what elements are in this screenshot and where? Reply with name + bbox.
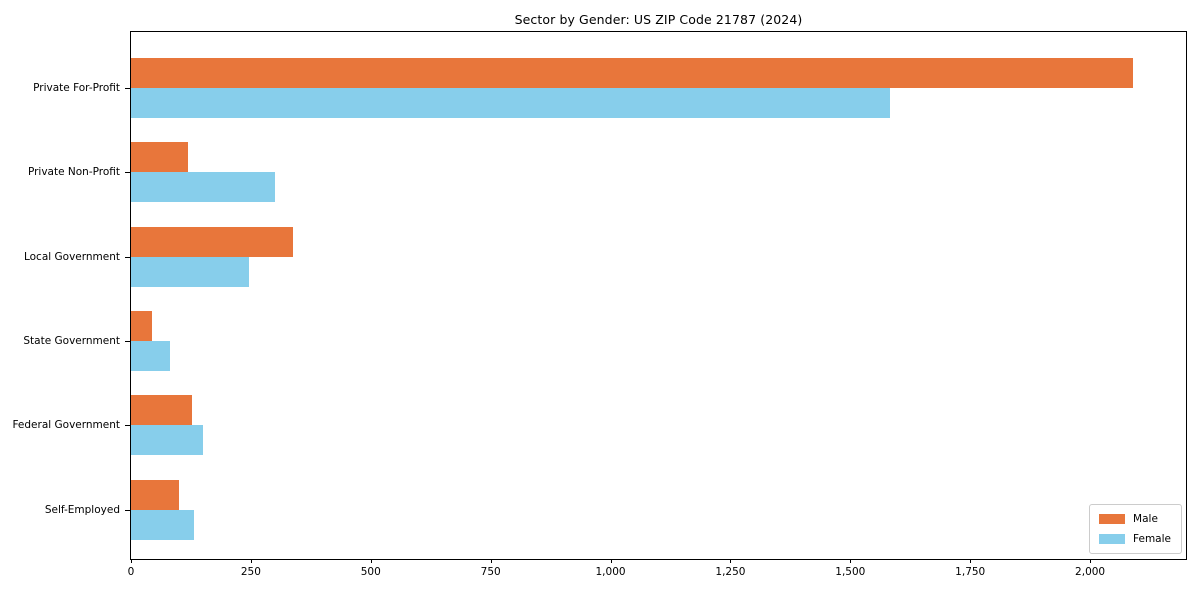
bar-male (131, 310, 152, 341)
x-tick (250, 559, 252, 563)
bar-female (131, 88, 891, 118)
bar-male (131, 479, 180, 510)
y-tick (125, 509, 130, 511)
legend-item-male: Male (1099, 513, 1171, 525)
bar-female (131, 425, 204, 456)
bar-female (131, 509, 194, 540)
y-axis-label: Self-Employed (44, 503, 120, 516)
bar-male (131, 142, 189, 173)
y-axis-label: Private Non-Profit (27, 166, 120, 179)
bar-male (131, 395, 192, 426)
bar-male (131, 58, 1134, 88)
y-tick (125, 340, 130, 342)
legend-label-female: Female (1133, 533, 1171, 545)
x-tick (490, 559, 492, 563)
x-tick-label: 0 (127, 566, 135, 578)
y-axis-label: Local Government (23, 250, 120, 263)
legend: Male Female (1089, 504, 1182, 554)
legend-item-female: Female (1099, 533, 1171, 545)
chart-title: Sector by Gender: US ZIP Code 21787 (202… (514, 12, 803, 27)
y-axis-label: State Government (23, 334, 120, 347)
x-tick-label: 1,500 (835, 566, 866, 578)
x-tick-label: 500 (360, 566, 381, 578)
y-tick (125, 256, 130, 258)
x-tick-label: 1,250 (715, 566, 746, 578)
bar-female (131, 172, 275, 203)
bar-male (131, 226, 294, 257)
y-axis-label: Private For-Profit (33, 82, 120, 94)
x-tick (730, 559, 732, 563)
y-axis-label: Federal Government (12, 419, 120, 432)
x-tick (850, 559, 852, 563)
bar-female (131, 256, 250, 287)
x-tick-label: 250 (240, 566, 261, 578)
legend-swatch-female (1099, 534, 1126, 544)
x-tick (970, 559, 972, 563)
x-tick-label: 1,000 (595, 566, 626, 578)
y-tick (125, 425, 130, 427)
x-tick-label: 2,000 (1075, 566, 1106, 578)
x-tick (1090, 559, 1092, 563)
plot-area: Male Female 0 250 500 750 1,000 1,250 1,500 1,7… (12, 31, 1187, 578)
x-tick-label: 1,750 (955, 566, 986, 578)
y-tick (125, 88, 130, 89)
x-tick (131, 559, 132, 563)
y-tick (125, 172, 130, 174)
legend-label-male: Male (1133, 513, 1158, 525)
x-tick (370, 559, 372, 563)
legend-swatch-male (1099, 514, 1126, 524)
x-tick-label: 750 (480, 566, 501, 578)
x-tick (610, 559, 612, 563)
bar-female (131, 340, 170, 371)
